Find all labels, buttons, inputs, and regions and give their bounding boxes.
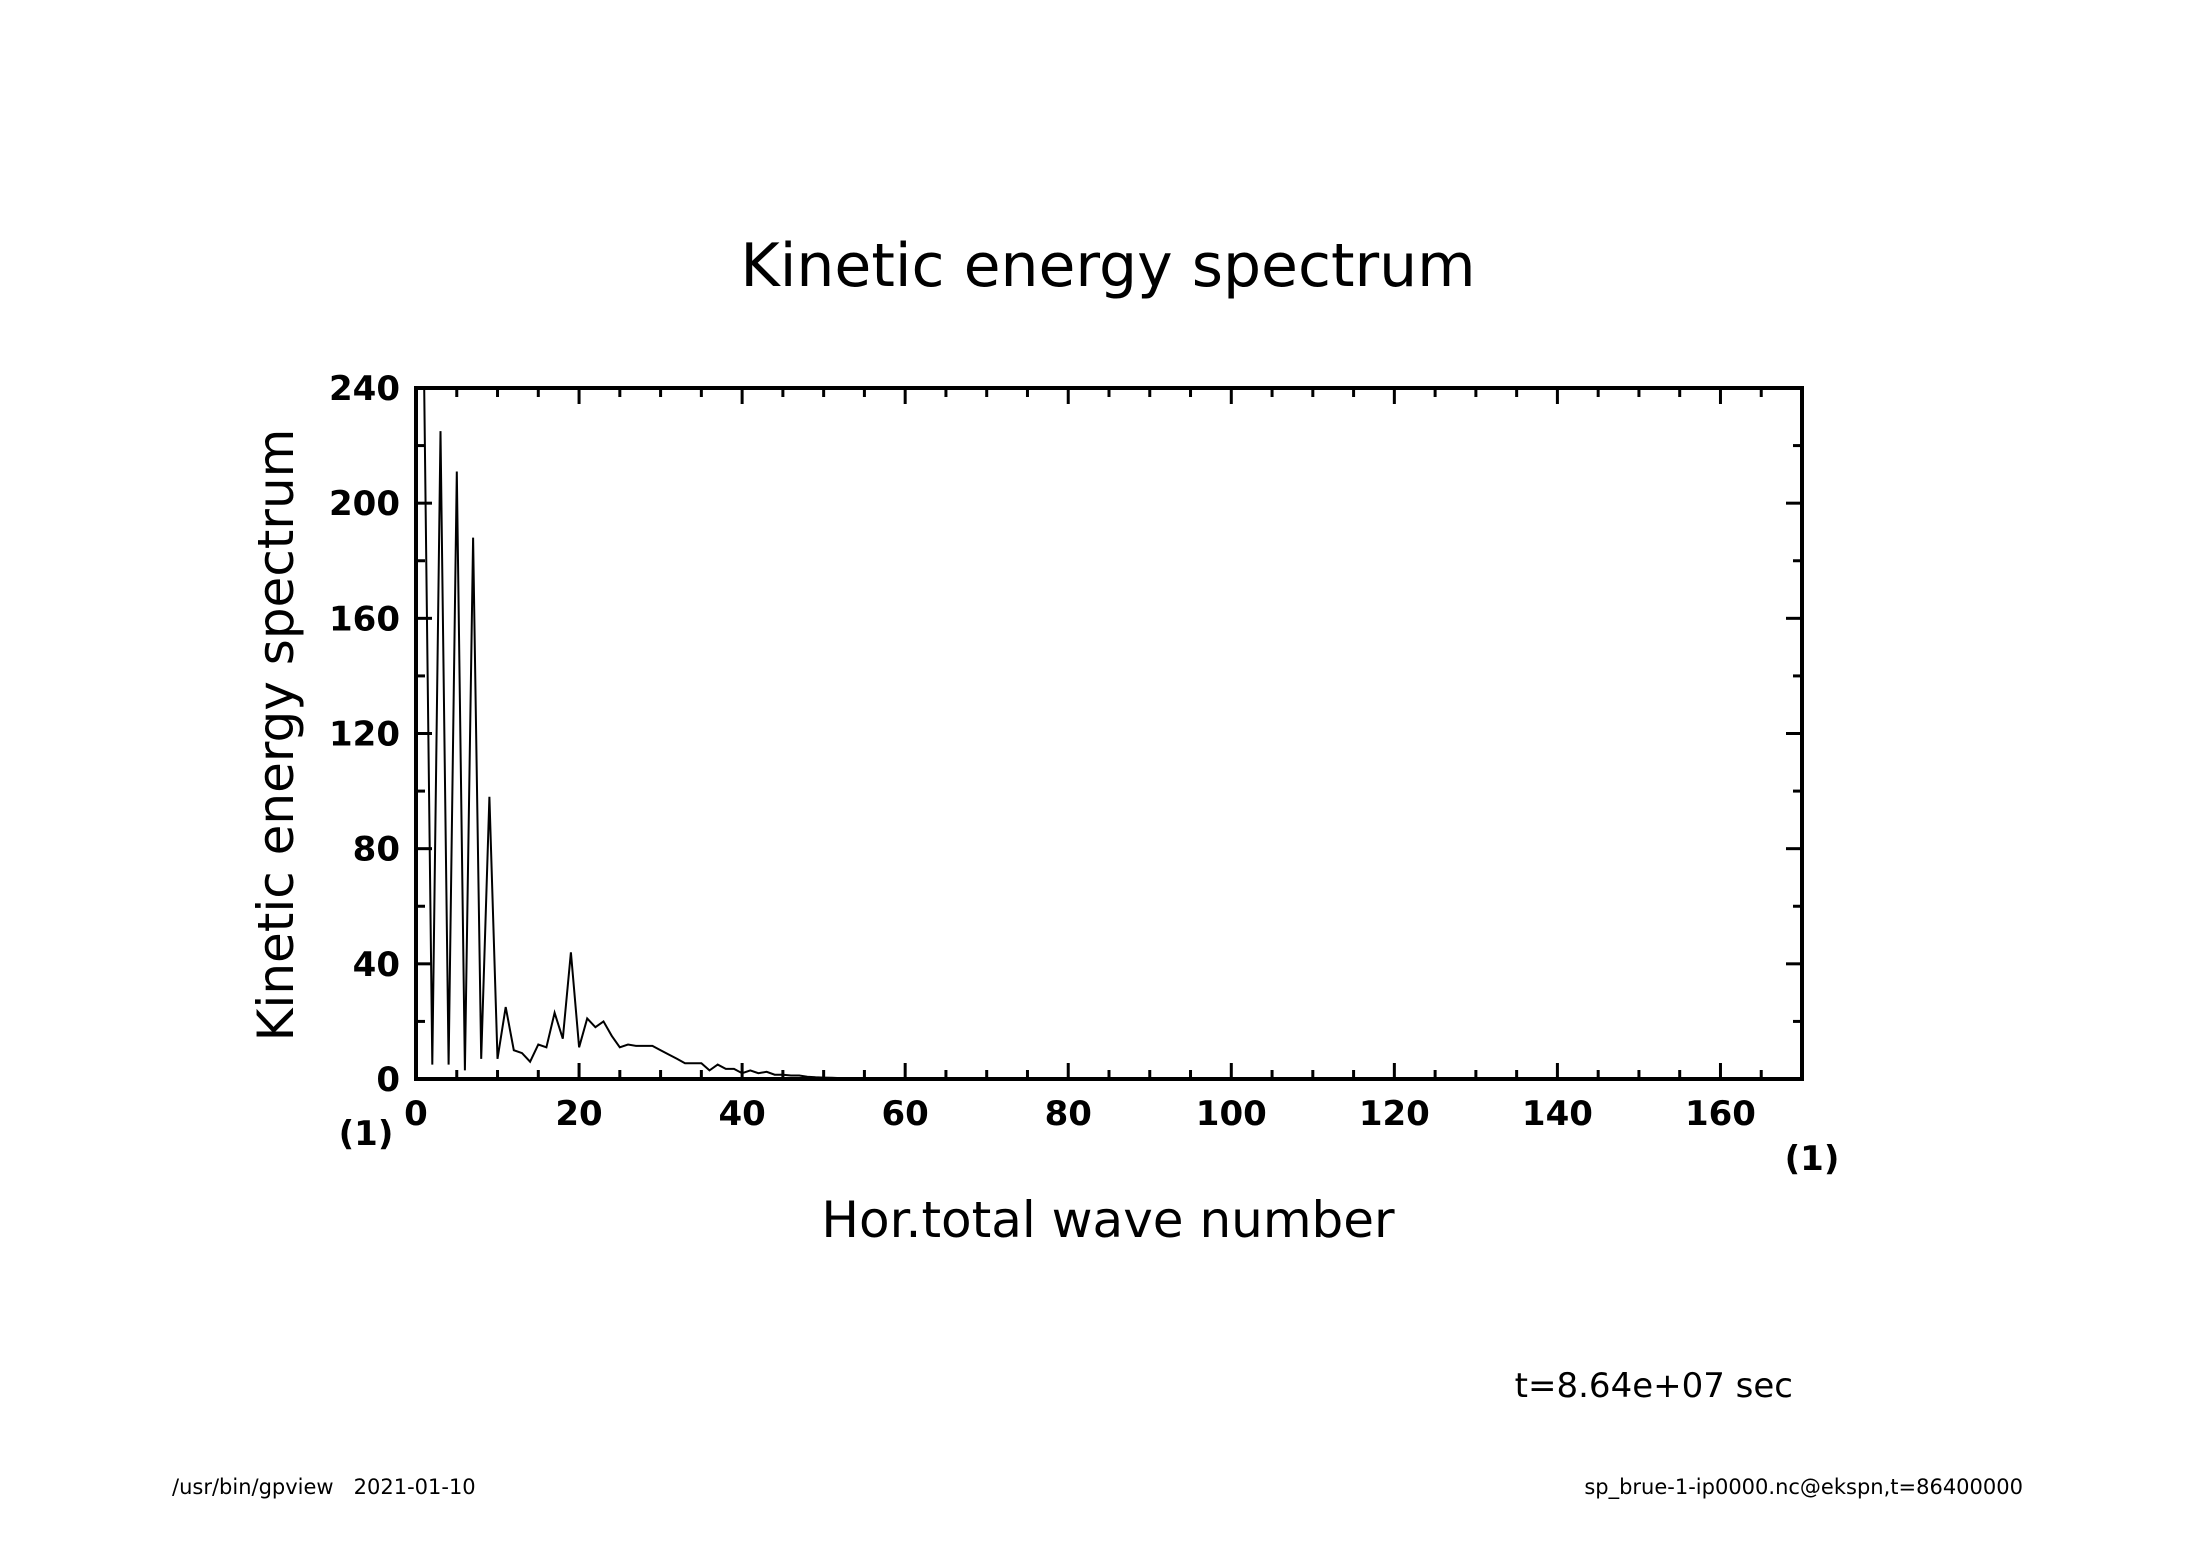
x-tick-label: 40	[718, 1094, 765, 1134]
x-tick-label: 140	[1522, 1094, 1593, 1134]
y-tick-label: 120	[329, 715, 400, 755]
x-axis-label: Hor.total wave number	[821, 1191, 1395, 1249]
y-tick-label: 240	[329, 369, 400, 409]
chart-title: Kinetic energy spectrum	[740, 231, 1475, 301]
x-tick-labels: 0 20 40 60 80 100 120 140 160	[404, 1094, 1756, 1134]
y-unit-label: (1)	[339, 1114, 394, 1154]
x-tick-label: 0	[404, 1094, 428, 1134]
program-info: /usr/bin/gpview 2021-01-10	[172, 1475, 476, 1499]
time-label: t=8.64e+07 sec	[1515, 1366, 1793, 1406]
axis-ticks	[414, 386, 1804, 1081]
x-unit-label: (1)	[1785, 1139, 1840, 1179]
file-info: sp_brue-1-ip0000.nc@ekspn,t=86400000	[1584, 1475, 2023, 1500]
x-tick-label: 20	[555, 1094, 602, 1134]
x-tick-label: 60	[882, 1094, 929, 1134]
x-tick-label: 80	[1045, 1094, 1092, 1134]
plot-frame	[414, 386, 1804, 1081]
x-tick-label: 100	[1196, 1094, 1267, 1134]
y-tick-label: 40	[353, 945, 400, 985]
y-tick-label: 0	[376, 1060, 400, 1100]
x-tick-label: 160	[1685, 1094, 1756, 1134]
y-tick-labels: 0 40 80 120 160 200 240	[329, 369, 400, 1100]
y-axis-label: Kinetic energy spectrum	[247, 429, 305, 1042]
series-line	[423, 387, 1802, 1080]
y-tick-label: 200	[329, 484, 400, 524]
y-tick-label: 80	[353, 830, 400, 870]
y-tick-label: 160	[329, 599, 400, 639]
x-tick-label: 120	[1359, 1094, 1430, 1134]
